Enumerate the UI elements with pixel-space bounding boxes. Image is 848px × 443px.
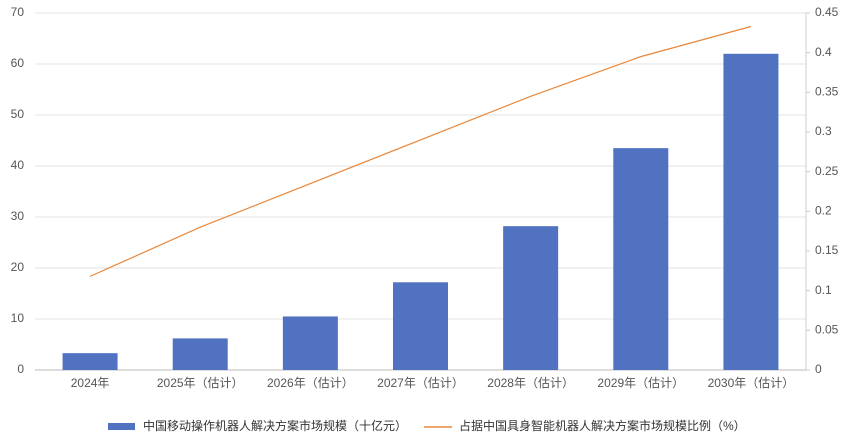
y-tick-label: 20 bbox=[11, 260, 25, 274]
y2-tick-label: 0.2 bbox=[815, 204, 832, 218]
x-tick-label: 2027年（估计） bbox=[377, 376, 464, 390]
legend-label: 占据中国具身智能机器人解决方案市场规模比例（%） bbox=[459, 418, 746, 433]
bar bbox=[172, 338, 228, 370]
y2-tick-label: 0.3 bbox=[815, 124, 832, 138]
legend-label: 中国移动操作机器人解决方案市场规模（十亿元） bbox=[143, 418, 407, 433]
y2-tick-label: 0.1 bbox=[815, 283, 832, 297]
y2-tick-label: 0.05 bbox=[815, 323, 839, 337]
x-tick-label: 2025年（估计） bbox=[157, 376, 244, 390]
legend-swatch bbox=[108, 423, 135, 430]
x-tick-label: 2028年（估计） bbox=[487, 376, 574, 390]
x-tick-label: 2030年（估计） bbox=[708, 376, 795, 390]
bar bbox=[282, 316, 338, 370]
bar bbox=[503, 226, 559, 370]
y-tick-label: 10 bbox=[11, 311, 25, 325]
bar bbox=[613, 148, 669, 370]
y2-tick-label: 0.35 bbox=[815, 85, 839, 99]
y-tick-label: 0 bbox=[17, 362, 24, 376]
y2-tick-label: 0.25 bbox=[815, 164, 839, 178]
y-tick-label: 30 bbox=[11, 209, 25, 223]
legend: 中国移动操作机器人解决方案市场规模（十亿元） 占据中国具身智能机器人解决方案市场规… bbox=[108, 418, 746, 433]
x-tick-label: 2026年（估计） bbox=[267, 376, 354, 390]
x-tick-label: 2029年（估计） bbox=[597, 376, 684, 390]
y-tick-label: 60 bbox=[11, 56, 25, 70]
y2-tick-label: 0 bbox=[815, 362, 822, 376]
y2-tick-label: 0.45 bbox=[815, 5, 839, 19]
bar bbox=[62, 353, 118, 370]
y2-tick-label: 0.15 bbox=[815, 243, 839, 257]
bar bbox=[393, 282, 448, 370]
y-tick-label: 40 bbox=[11, 158, 25, 172]
y-tick-label: 70 bbox=[11, 5, 25, 19]
y-tick-label: 50 bbox=[11, 107, 25, 121]
line bbox=[89, 25, 752, 277]
bar bbox=[723, 53, 779, 371]
y2-tick-label: 0.4 bbox=[815, 45, 832, 59]
x-tick-label: 2024年 bbox=[71, 376, 110, 390]
